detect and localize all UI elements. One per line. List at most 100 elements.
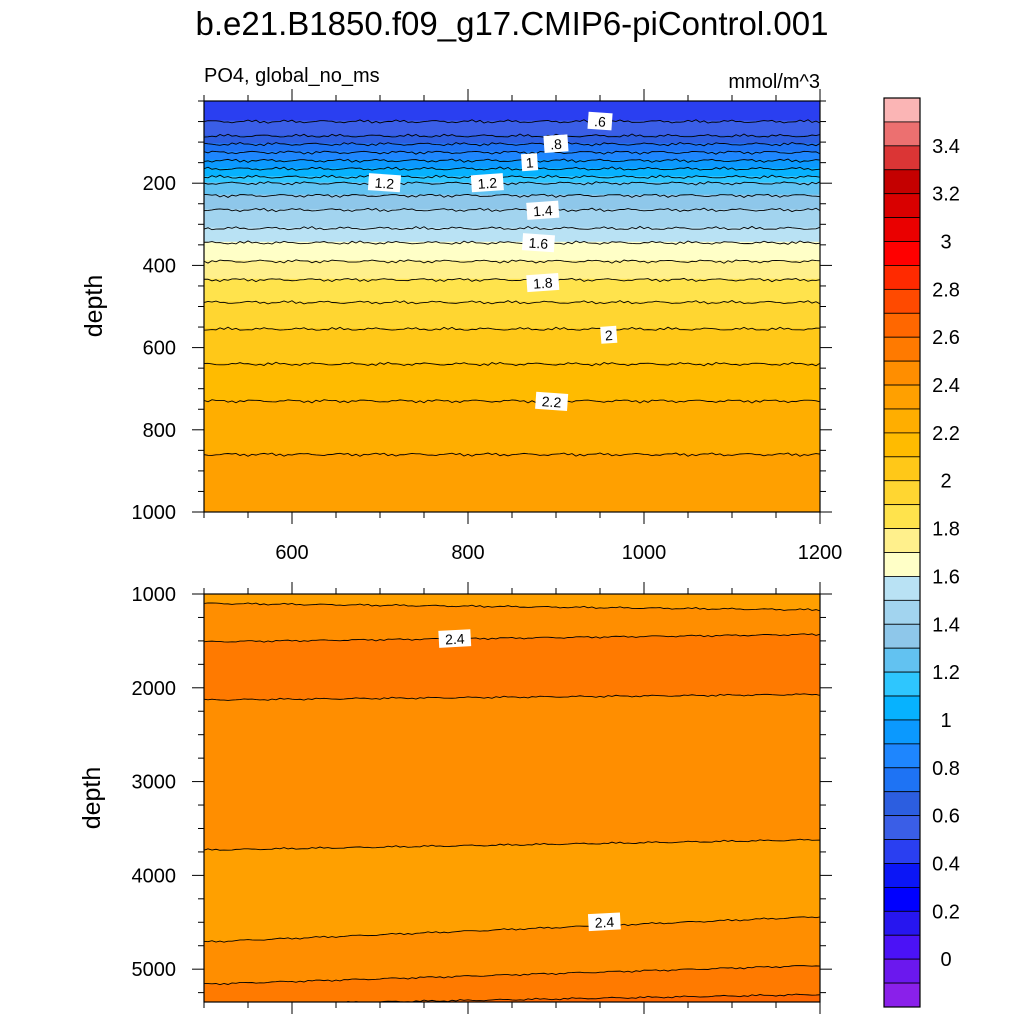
colorbar-tick-label-6: 2.2	[932, 423, 960, 445]
colorbar-tick-label-17: 0	[940, 949, 951, 971]
colorbar-box-15	[883, 456, 921, 482]
colorbar-box-9	[883, 312, 921, 338]
svg-text:2.4: 2.4	[445, 631, 465, 648]
upper-contour-line-1	[204, 133, 820, 138]
upper-band-4	[204, 151, 820, 162]
colorbar-tick-label-5: 2.4	[932, 375, 960, 397]
upper-contour-line-2	[204, 141, 820, 147]
upper-y-tick-label-0: 200	[143, 173, 176, 195]
upper-contour-line-15	[204, 326, 820, 331]
lower-y-tick-label-3: 4000	[132, 865, 177, 887]
colorbar-box-13	[883, 408, 921, 434]
upper-panel: .6 .8 1 1.2 1.2 1.4 1.6 1.8 2 2.2 200 400 600 800 1000…	[132, 89, 842, 564]
lower-contour-line-0	[204, 602, 820, 612]
colorbar: 3.4 3.2 3 2.8 2.6 2.4 2.2 2 1.8 1.6 1.4 1.2 1 0.8 0.6 0…	[883, 97, 960, 1008]
upper-band-17	[204, 363, 820, 403]
svg-text:.6: .6	[594, 113, 607, 130]
lower-band-5	[204, 916, 820, 986]
colorbar-box-3	[883, 169, 921, 195]
colorbar-box-2	[883, 145, 921, 171]
upper-contour-line-8	[204, 193, 820, 198]
upper-band-10	[204, 208, 820, 230]
upper-band-0	[204, 101, 820, 123]
lower-contour-line-3	[204, 838, 820, 851]
colorbar-tick-label-7: 2	[940, 471, 951, 493]
colorbar-box-4	[883, 193, 921, 219]
svg-text:1.6: 1.6	[528, 235, 549, 252]
colorbar-box-35	[883, 934, 921, 960]
upper-contour-label-4: 1.2	[470, 173, 504, 193]
colorbar-box-6	[883, 241, 921, 266]
svg-text:.8: .8	[550, 136, 563, 153]
upper-contour-line-12	[204, 259, 820, 264]
lower-band-2	[204, 634, 820, 701]
colorbar-box-26	[883, 719, 921, 745]
colorbar-box-0	[883, 97, 921, 123]
right-subtitle: mmol/m^3	[728, 71, 820, 93]
svg-text:2: 2	[604, 327, 613, 344]
upper-y-axis-label: depth	[80, 275, 108, 338]
upper-band-6	[204, 167, 820, 179]
upper-contour-line-18	[204, 452, 820, 457]
colorbar-tick-label-15: 0.4	[932, 853, 960, 875]
lower-band-4	[204, 839, 820, 943]
upper-contour-label-3: 1.2	[367, 173, 401, 193]
colorbar-box-33	[883, 886, 921, 912]
upper-contour-line-9	[204, 207, 820, 213]
lower-contour-line-1	[204, 633, 820, 643]
upper-band-8	[204, 182, 820, 197]
upper-contour-line-17	[204, 399, 820, 404]
upper-band-3	[204, 143, 820, 154]
colorbar-tick-label-12: 1	[940, 710, 951, 732]
svg-text:2.4: 2.4	[594, 914, 614, 931]
upper-band-7	[204, 176, 820, 185]
upper-band-2	[204, 134, 820, 146]
upper-x-tick-label-1: 800	[451, 542, 484, 564]
upper-contour-label-5: 1.4	[526, 200, 560, 220]
upper-contour-label-0: .6	[587, 111, 613, 131]
upper-contour-line-16	[204, 361, 820, 367]
upper-contour-label-7: 1.8	[526, 272, 560, 293]
colorbar-box-5	[883, 217, 921, 242]
colorbar-box-1	[883, 121, 921, 147]
left-subtitle: PO4, global_no_ms	[204, 65, 380, 87]
colorbar-box-31	[883, 839, 921, 864]
lower-band-0	[204, 594, 820, 611]
upper-contour-line-13	[204, 277, 820, 283]
upper-x-tick-label-2: 1000	[622, 542, 667, 564]
upper-contour-line-14	[204, 300, 820, 305]
lower-contour-line-2	[204, 693, 820, 701]
colorbar-tick-label-10: 1.4	[932, 614, 960, 636]
colorbar-box-24	[883, 671, 921, 697]
lower-contour-line-4	[204, 916, 820, 943]
colorbar-box-34	[883, 910, 921, 936]
upper-x-tick-label-0: 600	[275, 542, 308, 564]
colorbar-tick-label-4: 2.6	[932, 327, 960, 349]
colorbar-box-23	[883, 647, 921, 673]
upper-contour-label-6: 1.6	[521, 233, 555, 253]
lower-contour-label-1: 2.4	[587, 912, 621, 932]
upper-y-tick-label-3: 800	[143, 420, 176, 442]
upper-band-15	[204, 301, 820, 331]
colorbar-tick-label-3: 2.8	[932, 279, 960, 301]
colorbar-box-10	[883, 336, 921, 362]
colorbar-tick-label-1: 3.2	[932, 184, 960, 206]
colorbar-tick-label-14: 0.6	[932, 806, 960, 828]
upper-band-19	[204, 453, 820, 512]
figure-title: b.e21.B1850.f09_g17.CMIP6-piControl.001	[196, 5, 829, 42]
lower-y-tick-label-0: 1000	[132, 584, 177, 606]
lower-y-tick-label-1: 2000	[132, 678, 177, 700]
svg-text:1: 1	[525, 154, 534, 171]
lower-y-axis-label: depth	[78, 767, 106, 830]
upper-band-11	[204, 227, 820, 244]
lower-band-1	[204, 603, 820, 643]
colorbar-box-25	[883, 695, 921, 721]
lower-panel: 2.4 2.4 1000 2000 3000 4000 5000	[132, 582, 832, 1014]
upper-contour-label-8: 2	[600, 325, 618, 344]
colorbar-tick-label-2: 3	[940, 232, 951, 254]
colorbar-box-19	[883, 552, 921, 577]
upper-contour-line-11	[204, 240, 820, 245]
upper-contour-line-10	[204, 225, 820, 231]
colorbar-box-36	[883, 958, 921, 984]
